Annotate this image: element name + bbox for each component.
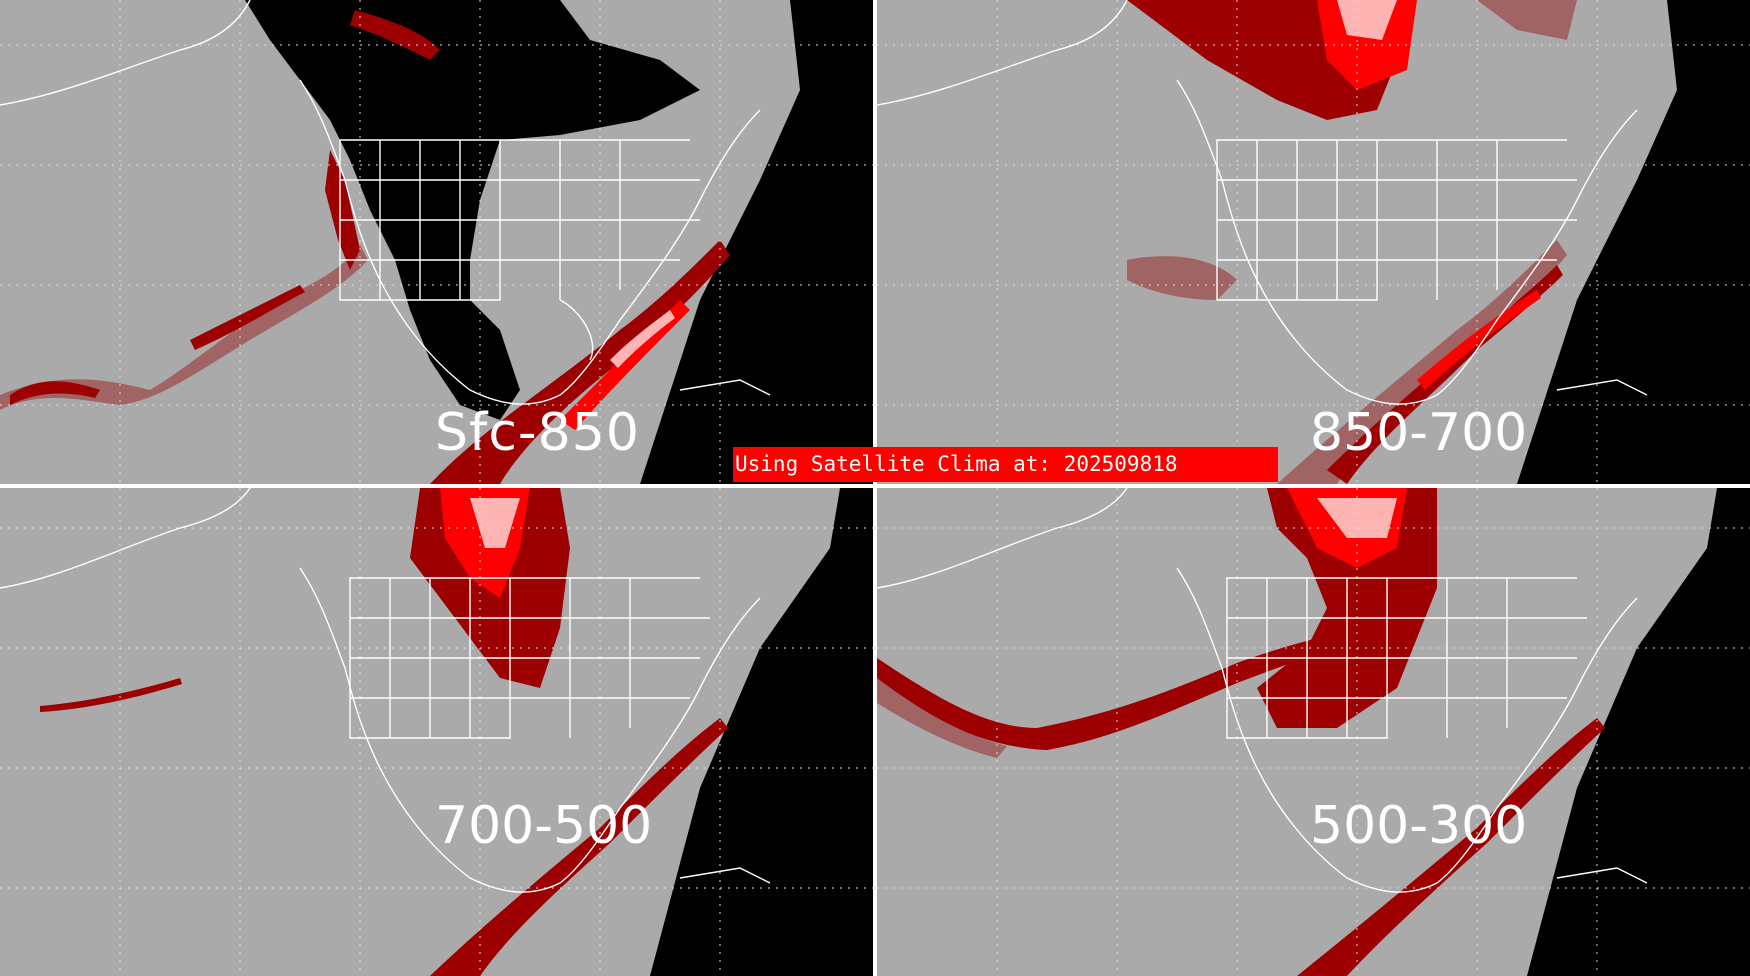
- jet-plume-low: [877, 678, 1007, 758]
- panel-label: 500-300: [1310, 796, 1527, 856]
- space-region: [1527, 488, 1750, 976]
- coastlines: [0, 488, 771, 893]
- pacific-plume-low: [1127, 256, 1237, 300]
- space-region: [640, 0, 873, 484]
- satellite-climo-banner: Using Satellite Clima at: 202509818: [733, 447, 1278, 482]
- gulf-plume-high: [1417, 290, 1541, 390]
- pacific-plume-mid: [40, 678, 182, 712]
- panel-700-500-map: 700-500: [0, 488, 873, 976]
- panel-label: Sfc-850: [435, 403, 640, 463]
- space-region: [1517, 0, 1750, 484]
- gulf-plume-mid: [1297, 718, 1605, 976]
- coastlines: [0, 0, 771, 405]
- north-plume-peak: [1317, 498, 1397, 538]
- panel-700-500: 700-500: [0, 488, 873, 976]
- panel-850-700: 850-700: [877, 0, 1750, 484]
- gulf-plume-mid: [430, 718, 728, 976]
- panel-divider-vertical: [873, 0, 877, 976]
- north-plume-mid: [350, 10, 440, 60]
- north-plume-peak: [470, 498, 520, 548]
- panel-label: 700-500: [435, 796, 652, 856]
- ne-plume-low: [1477, 0, 1577, 40]
- space-region: [650, 488, 873, 976]
- coastlines: [877, 488, 1648, 893]
- plume-mid: [10, 381, 100, 405]
- graticule: [877, 0, 1750, 484]
- panel-sfc-850-map: Sfc-850: [0, 0, 873, 484]
- graticule: [0, 488, 873, 976]
- plume-mid: [190, 285, 305, 350]
- coast-plume-mid: [325, 150, 360, 270]
- panel-500-300: 500-300: [877, 488, 1750, 976]
- panel-850-700-map: 850-700: [877, 0, 1750, 484]
- graticule: [877, 488, 1750, 976]
- panel-sfc-850: Sfc-850: [0, 0, 873, 484]
- north-plume-peak: [1337, 0, 1397, 40]
- gulf-plume-mid: [430, 240, 730, 484]
- gulf-plume-high: [560, 300, 690, 430]
- dry-land-mask: [245, 0, 700, 420]
- coastlines: [877, 0, 1648, 405]
- panel-500-300-map: 500-300: [877, 488, 1750, 976]
- gulf-plume-peak: [610, 310, 675, 368]
- panel-divider-horizontal: [0, 484, 1750, 488]
- gulf-plume-low: [1277, 240, 1567, 484]
- graticule: [0, 0, 873, 484]
- panel-label: 850-700: [1310, 403, 1527, 463]
